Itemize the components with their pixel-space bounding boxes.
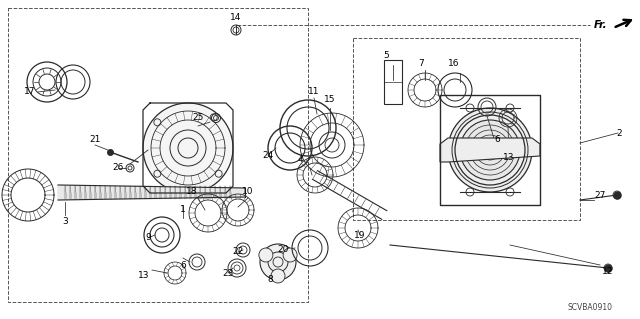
Text: 16: 16 <box>448 60 460 69</box>
Circle shape <box>259 248 273 262</box>
Bar <box>353 38 580 220</box>
Circle shape <box>143 103 233 193</box>
Text: 11: 11 <box>308 87 320 97</box>
Text: 13: 13 <box>138 271 150 279</box>
Text: 12: 12 <box>602 268 614 277</box>
Text: 27: 27 <box>595 190 605 199</box>
Text: 2: 2 <box>616 129 622 137</box>
Text: 17: 17 <box>24 87 36 97</box>
Text: 10: 10 <box>243 188 253 197</box>
Text: 5: 5 <box>383 50 389 60</box>
Circle shape <box>260 244 296 280</box>
Text: 9: 9 <box>145 234 151 242</box>
Text: 25: 25 <box>192 114 204 122</box>
Text: 19: 19 <box>355 231 365 240</box>
Text: 4: 4 <box>297 155 303 165</box>
Text: 18: 18 <box>186 188 198 197</box>
Text: 21: 21 <box>90 136 100 145</box>
Polygon shape <box>440 138 540 162</box>
Bar <box>384 60 402 104</box>
Text: 23: 23 <box>222 269 234 278</box>
Text: 22: 22 <box>232 248 244 256</box>
Text: 6: 6 <box>180 261 186 270</box>
Text: 24: 24 <box>262 151 274 160</box>
Bar <box>440 95 540 205</box>
Text: 8: 8 <box>267 276 273 285</box>
Text: 14: 14 <box>230 12 242 21</box>
Text: SCVBA0910: SCVBA0910 <box>568 303 613 313</box>
Circle shape <box>460 120 520 180</box>
Text: 15: 15 <box>324 95 336 105</box>
Text: 6: 6 <box>494 136 500 145</box>
Text: 26: 26 <box>112 164 124 173</box>
Circle shape <box>283 248 297 262</box>
Circle shape <box>271 269 285 283</box>
Text: 1: 1 <box>180 205 186 214</box>
Text: 3: 3 <box>62 218 68 226</box>
Bar <box>8 8 308 302</box>
Text: 20: 20 <box>277 246 289 255</box>
Polygon shape <box>58 185 245 200</box>
Text: 13: 13 <box>503 153 515 162</box>
Circle shape <box>448 108 532 192</box>
Text: 7: 7 <box>418 58 424 68</box>
Text: Fr.: Fr. <box>593 20 607 30</box>
